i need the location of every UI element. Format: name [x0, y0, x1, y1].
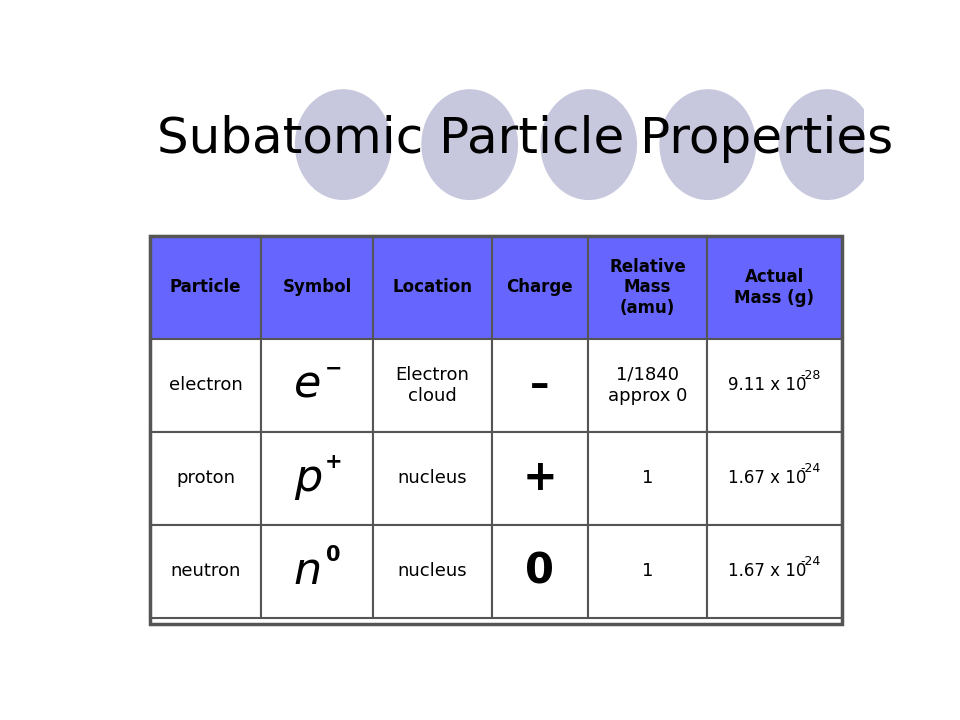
FancyBboxPatch shape — [588, 432, 708, 525]
FancyBboxPatch shape — [150, 236, 261, 338]
Ellipse shape — [421, 89, 518, 200]
FancyBboxPatch shape — [492, 525, 588, 618]
Text: +: + — [522, 457, 558, 500]
Text: n: n — [294, 550, 323, 593]
Text: Relative
Mass
(amu): Relative Mass (amu) — [610, 258, 686, 318]
Text: 1: 1 — [642, 562, 653, 580]
FancyBboxPatch shape — [150, 525, 261, 618]
Text: Subatomic Particle Properties: Subatomic Particle Properties — [157, 115, 894, 163]
FancyBboxPatch shape — [261, 338, 372, 432]
Text: -24: -24 — [800, 555, 820, 568]
Text: nucleus: nucleus — [397, 469, 468, 487]
Text: Charge: Charge — [507, 279, 573, 297]
Text: +: + — [324, 451, 342, 472]
Ellipse shape — [295, 89, 392, 200]
FancyBboxPatch shape — [708, 236, 842, 338]
Text: electron: electron — [169, 377, 242, 395]
Text: 0: 0 — [525, 551, 555, 593]
FancyBboxPatch shape — [708, 432, 842, 525]
Text: nucleus: nucleus — [397, 562, 468, 580]
FancyBboxPatch shape — [492, 236, 588, 338]
FancyBboxPatch shape — [588, 338, 708, 432]
Text: −: − — [324, 359, 342, 379]
FancyBboxPatch shape — [150, 338, 261, 432]
FancyBboxPatch shape — [588, 236, 708, 338]
Text: 1.67 x 10: 1.67 x 10 — [728, 562, 806, 580]
Text: Actual
Mass (g): Actual Mass (g) — [734, 268, 814, 307]
FancyBboxPatch shape — [372, 338, 492, 432]
FancyBboxPatch shape — [492, 338, 588, 432]
FancyBboxPatch shape — [372, 432, 492, 525]
Text: 0: 0 — [326, 545, 341, 565]
FancyBboxPatch shape — [492, 432, 588, 525]
Text: Symbol: Symbol — [282, 279, 351, 297]
Text: Location: Location — [393, 279, 472, 297]
Text: -24: -24 — [800, 462, 820, 475]
Text: -28: -28 — [800, 369, 820, 382]
Text: p: p — [294, 457, 323, 500]
Ellipse shape — [779, 89, 876, 200]
Text: neutron: neutron — [170, 562, 241, 580]
Text: 1/1840
approx 0: 1/1840 approx 0 — [608, 366, 687, 405]
Text: 1.67 x 10: 1.67 x 10 — [728, 469, 806, 487]
Text: proton: proton — [176, 469, 235, 487]
Text: 1: 1 — [642, 469, 653, 487]
FancyBboxPatch shape — [261, 236, 372, 338]
Text: 9.11 x 10: 9.11 x 10 — [728, 377, 806, 395]
FancyBboxPatch shape — [372, 525, 492, 618]
Text: e: e — [295, 364, 322, 407]
FancyBboxPatch shape — [588, 525, 708, 618]
Text: –: – — [530, 366, 550, 404]
Text: Electron
cloud: Electron cloud — [396, 366, 469, 405]
Ellipse shape — [540, 89, 637, 200]
FancyBboxPatch shape — [708, 338, 842, 432]
Ellipse shape — [660, 89, 756, 200]
FancyBboxPatch shape — [261, 432, 372, 525]
Text: Particle: Particle — [170, 279, 241, 297]
FancyBboxPatch shape — [150, 432, 261, 525]
FancyBboxPatch shape — [372, 236, 492, 338]
FancyBboxPatch shape — [708, 525, 842, 618]
FancyBboxPatch shape — [261, 525, 372, 618]
